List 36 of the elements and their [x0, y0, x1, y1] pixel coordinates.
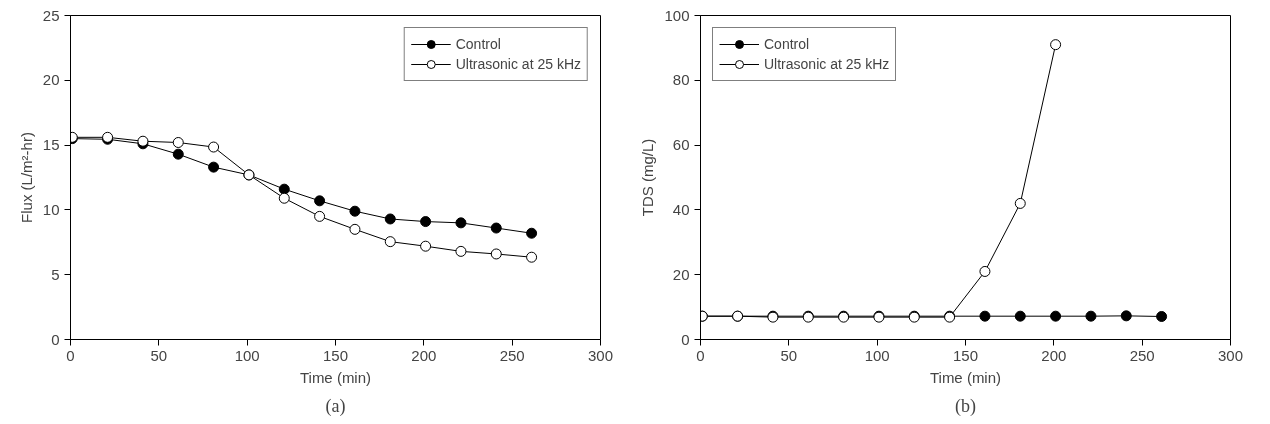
x-tick-label: 300 — [587, 346, 614, 364]
x-tick-label: 100 — [864, 346, 890, 364]
x-tick-label: 0 — [696, 346, 705, 364]
y-axis-title: TDS (mg/L) — [639, 138, 657, 217]
x-tick-label: 100 — [234, 346, 260, 364]
y-tick-label: 60 — [672, 136, 690, 154]
x-tick-label: 0 — [66, 346, 75, 364]
y-tick-label: 100 — [664, 6, 690, 24]
y-tick-label: 20 — [672, 265, 690, 283]
y-tick-label: 10 — [42, 200, 60, 218]
y-tick-label: 40 — [672, 200, 690, 218]
y-tick-label: 0 — [51, 330, 60, 348]
y-tick-label: 25 — [42, 6, 60, 24]
text: (b) — [955, 395, 977, 417]
legend-label: Ultrasonic at 25 kHz — [455, 56, 581, 72]
x-tick-label: 150 — [952, 346, 979, 364]
y-tick-label: 20 — [42, 71, 60, 89]
x-tick-label: 200 — [411, 346, 437, 364]
x-tick-label: 50 — [780, 346, 798, 364]
legend-label: Ultrasonic at 25 kHz — [764, 56, 890, 72]
x-tick-label: 200 — [1041, 346, 1067, 364]
x-tick-label: 250 — [1129, 346, 1155, 364]
x-tick-label: 150 — [322, 346, 349, 364]
x-tick-label: 250 — [499, 346, 525, 364]
x-tick-label: 300 — [1217, 346, 1244, 364]
legend-label: Control — [455, 36, 501, 52]
legend-label: Control — [764, 36, 810, 52]
y-tick-label: 15 — [42, 136, 60, 154]
x-axis-title: Time (min) — [929, 368, 1002, 386]
y-tick-label: 80 — [672, 71, 690, 89]
x-tick-label: 50 — [150, 346, 168, 364]
text: (a) — [325, 395, 346, 417]
y-tick-label: 0 — [681, 330, 690, 348]
y-axis-title: Flux (L/m²-hr) — [17, 132, 35, 223]
x-axis-title: Time (min) — [299, 368, 372, 386]
y-tick-label: 5 — [51, 265, 60, 283]
